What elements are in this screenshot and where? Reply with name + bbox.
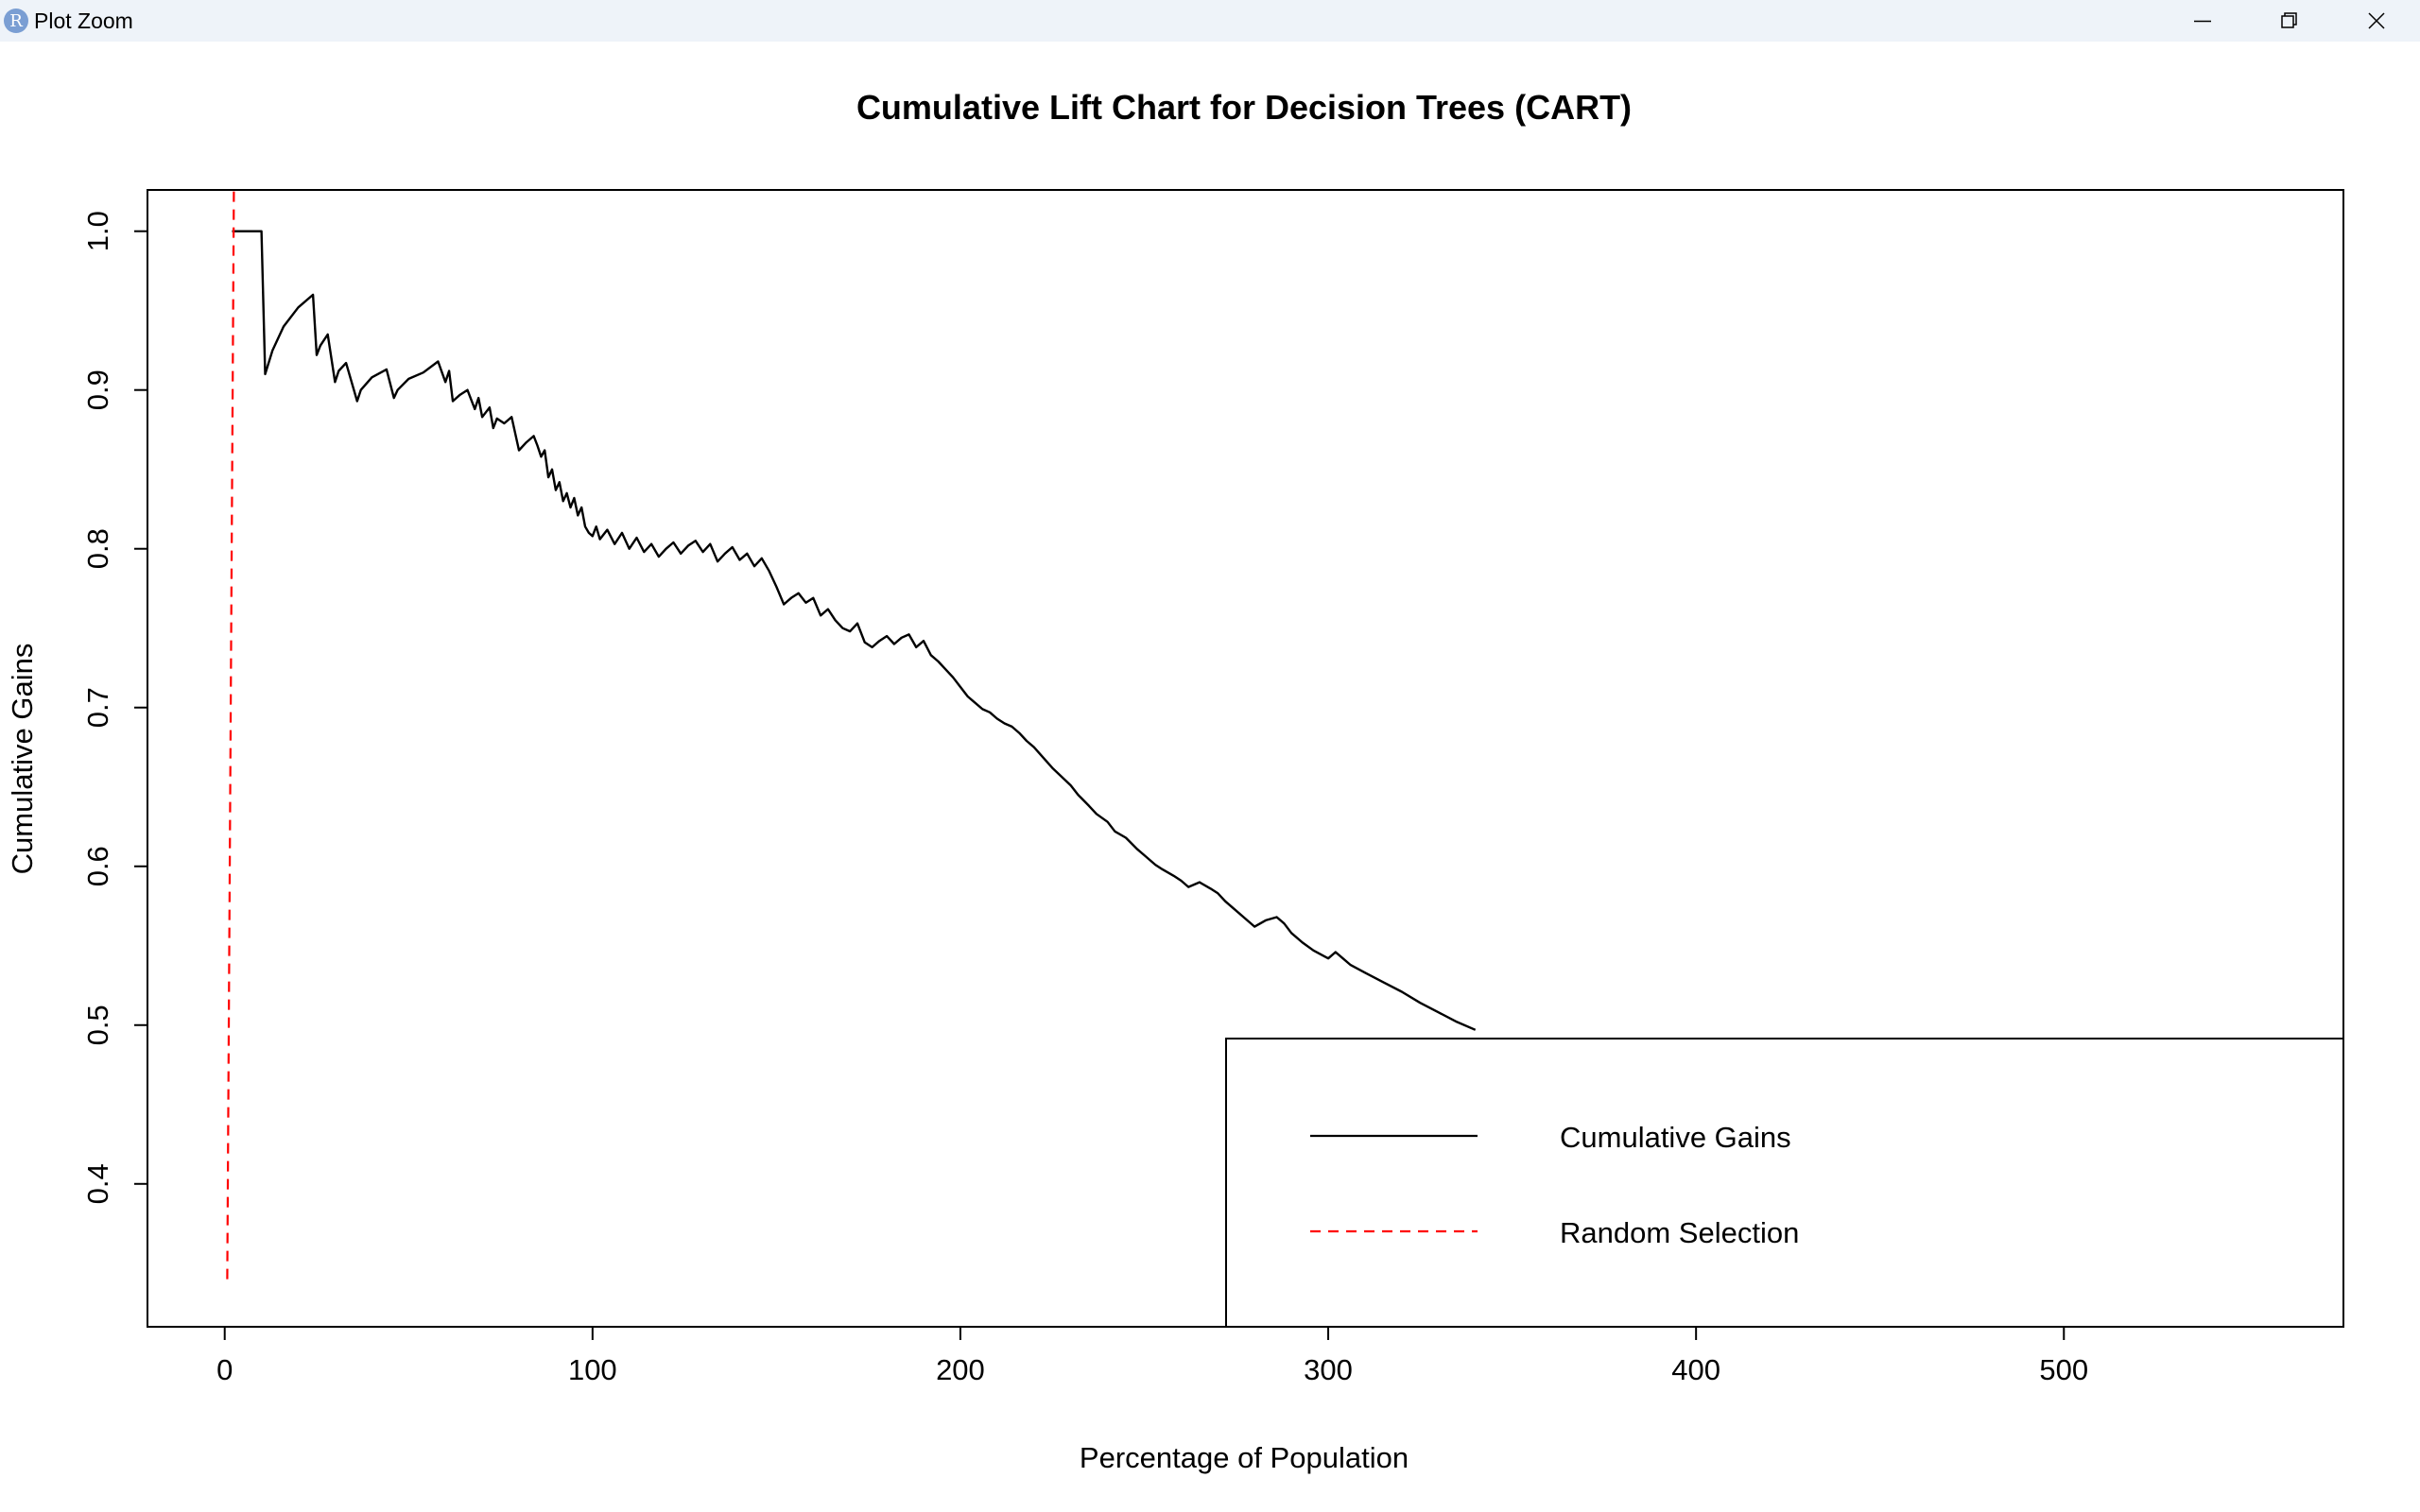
y-tick-label: 1.0 xyxy=(81,211,114,251)
x-tick-label: 200 xyxy=(936,1353,985,1386)
window-titlebar: R Plot Zoom xyxy=(0,0,2420,42)
x-tick-label: 500 xyxy=(2039,1353,2088,1386)
y-tick-label: 0.8 xyxy=(81,528,114,569)
legend-box xyxy=(1225,1038,2344,1328)
x-tick-label: 100 xyxy=(568,1353,617,1386)
restore-button[interactable] xyxy=(2246,0,2333,42)
y-tick-label: 0.6 xyxy=(81,846,114,886)
close-icon xyxy=(2368,12,2385,29)
y-tick-label: 0.4 xyxy=(81,1163,114,1204)
x-tick-label: 400 xyxy=(1671,1353,1720,1386)
restore-icon xyxy=(2281,12,2297,28)
legend-label-cumulative-gains: Cumulative Gains xyxy=(1560,1121,1791,1154)
x-tick-label: 300 xyxy=(1304,1353,1353,1386)
minimize-button[interactable] xyxy=(2159,0,2246,42)
close-button[interactable] xyxy=(2333,0,2420,42)
x-tick-label: 0 xyxy=(216,1353,233,1386)
minimize-icon xyxy=(2194,20,2211,23)
legend: Cumulative Gains Random Selection xyxy=(1225,1038,2344,1328)
random-selection-line xyxy=(226,189,235,1280)
window-title: Plot Zoom xyxy=(34,8,133,33)
y-tick-label: 0.9 xyxy=(81,369,114,410)
r-app-icon: R xyxy=(4,9,28,33)
lift-chart: Cumulative Lift Chart for Decision Trees… xyxy=(6,88,2344,1474)
y-tick-label: 0.7 xyxy=(81,687,114,728)
window-controls xyxy=(2159,0,2420,42)
axes: 0 100 200 300 400 500 0.4 0.5 0.6 0.7 0.8 0.9 1.0 xyxy=(81,211,2088,1386)
series-layer xyxy=(226,189,1477,1280)
chart-title: Cumulative Lift Chart for Decision Trees… xyxy=(856,88,1632,127)
y-tick-label: 0.5 xyxy=(81,1005,114,1045)
legend-label-random-selection: Random Selection xyxy=(1560,1216,1799,1249)
y-axis-label: Cumulative Gains xyxy=(6,644,39,875)
x-axis-label: Percentage of Population xyxy=(1080,1441,1409,1474)
cumulative-gains-line xyxy=(232,230,1477,1031)
